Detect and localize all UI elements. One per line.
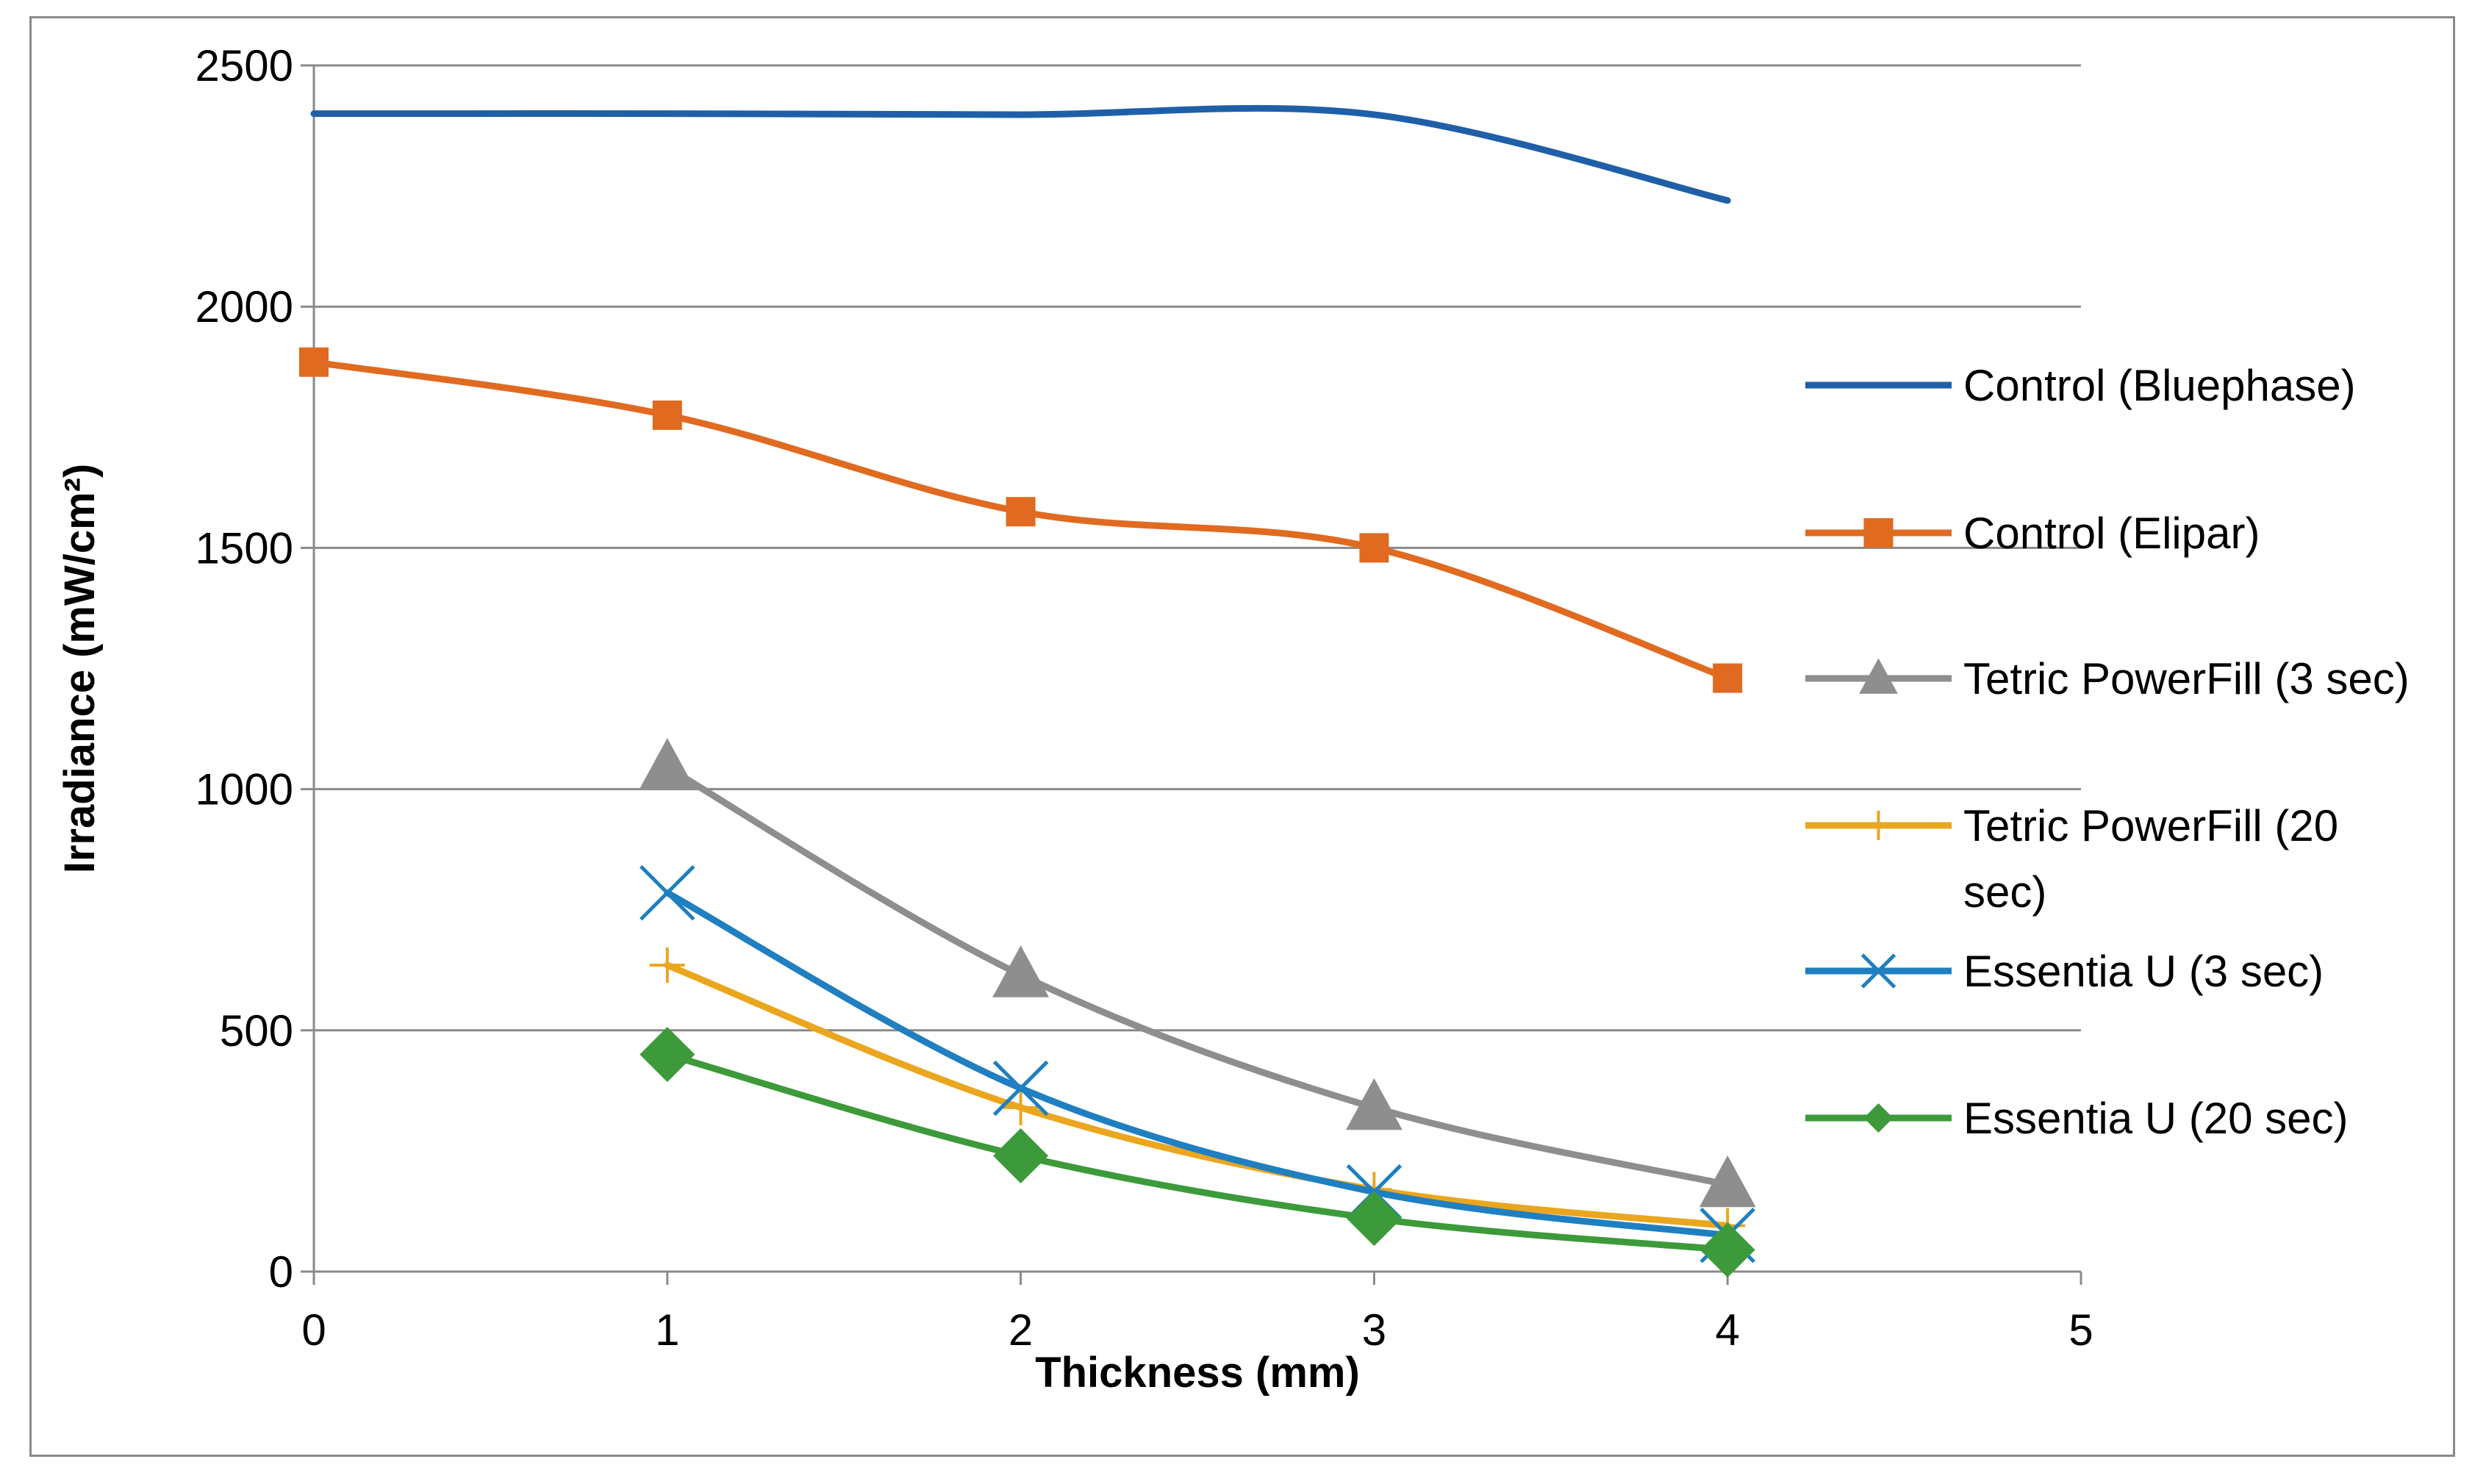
legend-label: Essentia U (3 sec): [1963, 947, 2324, 996]
legend: Control (Bluephase) Control (Elipar) Tetri…: [1805, 361, 2410, 1143]
data-point: [1713, 663, 1743, 693]
legend-label-continued: sec): [1963, 867, 2046, 917]
data-point: [992, 1060, 1049, 1116]
legend-entry: Essentia U (3 sec): [1805, 947, 2324, 996]
data-point: [1346, 1078, 1403, 1130]
series-tetric-powerfill-3-sec: [639, 738, 1756, 1208]
data-point: [993, 1128, 1049, 1183]
x-tick-label: 4: [1716, 1305, 1740, 1355]
legend-marker: [1863, 811, 1894, 840]
legend-label: Control (Bluephase): [1963, 361, 2356, 410]
data-point: [1003, 1089, 1039, 1125]
y-tick-label: 0: [269, 1247, 293, 1297]
x-tick-labels: 0 1 2 3 4 5: [301, 1305, 2093, 1355]
legend-label: Tetric PowerFill (3 sec): [1963, 654, 2410, 703]
marker-stroke: [1860, 953, 1896, 989]
y-tick-label: 1000: [196, 765, 293, 814]
data-point: [1699, 1222, 1755, 1277]
data-point: [1006, 497, 1036, 527]
x-axis-title: Thickness (mm): [1035, 1349, 1360, 1397]
x-tick-label: 2: [1009, 1305, 1033, 1355]
chart-frame: 0 500 1000 1500 2000 2500 0 1 2 3 4 5 Control (Blu…: [29, 16, 2455, 1457]
y-axis-title: Irradiance (mW/cm²): [56, 464, 104, 874]
data-point: [992, 945, 1049, 997]
marker-stroke: [992, 1060, 1049, 1116]
legend-entry: Tetric PowerFill (20 sec): [1805, 801, 2338, 917]
series-control-elipar: [299, 347, 1743, 693]
legend-entry: Control (Elipar): [1805, 509, 2260, 558]
legend-marker: [1859, 658, 1898, 694]
legend-label: Essentia U (20 sec): [1963, 1094, 2349, 1143]
y-tick-label: 1500: [196, 523, 293, 573]
series-control-bluephase: [310, 104, 1731, 204]
legend-label: Control (Elipar): [1963, 509, 2260, 558]
marker-stroke: [640, 864, 695, 921]
data-point: [1359, 533, 1389, 563]
legend-entry: Tetric PowerFill (3 sec): [1805, 654, 2410, 703]
series-layer: [299, 104, 1756, 1277]
legend-label: Tetric PowerFill (20: [1963, 801, 2338, 850]
legend-marker: [1863, 1103, 1894, 1133]
series-line: [664, 764, 1731, 1189]
series-essentia-u-20-sec: [640, 1027, 1755, 1277]
data-point: [1699, 1155, 1756, 1208]
y-tick-label: 2000: [196, 282, 293, 331]
legend-entry: Control (Bluephase): [1805, 361, 2356, 410]
y-tick-label: 2500: [196, 41, 293, 90]
data-point: [639, 738, 696, 790]
line-chart: 0 500 1000 1500 2000 2500 0 1 2 3 4 5 Control (Blu…: [56, 41, 2410, 1397]
data-point: [640, 864, 695, 921]
legend-marker: [1860, 953, 1896, 989]
x-tick-label: 1: [655, 1305, 679, 1355]
legend-marker: [1863, 518, 1894, 548]
data-point: [640, 1027, 695, 1083]
x-tick-label: 0: [301, 1305, 326, 1355]
data-point: [1346, 1191, 1402, 1247]
legend-entry: Essentia U (20 sec): [1805, 1094, 2349, 1143]
series-line: [664, 889, 1731, 1239]
axes: [301, 64, 2082, 1285]
series-line: [664, 961, 1731, 1230]
x-tick-label: 3: [1362, 1305, 1386, 1355]
series-line: [664, 1051, 1731, 1253]
series-line: [310, 104, 1731, 204]
data-point: [652, 400, 682, 430]
series-essentia-u-3-sec: [640, 864, 1755, 1263]
y-tick-label: 500: [220, 1006, 293, 1055]
data-point: [649, 947, 685, 983]
x-tick-label: 5: [2068, 1305, 2093, 1355]
data-point: [299, 347, 329, 377]
y-tick-labels: 0 500 1000 1500 2000 2500: [196, 41, 293, 1297]
gridlines: [314, 64, 2081, 1032]
